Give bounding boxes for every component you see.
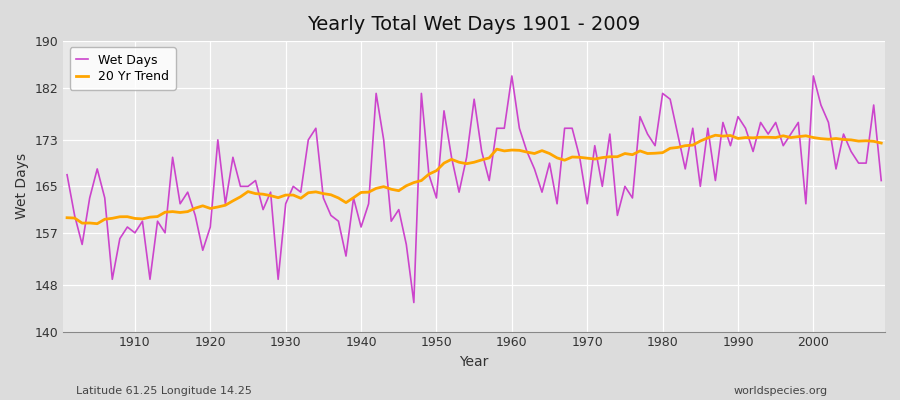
X-axis label: Year: Year [460,355,489,369]
Text: Latitude 61.25 Longitude 14.25: Latitude 61.25 Longitude 14.25 [76,386,252,396]
20 Yr Trend [605,154,616,159]
20 Yr Trend [62,215,73,220]
Wet Days [62,172,73,177]
Line: Wet Days: Wet Days [68,76,881,302]
20 Yr Trend [92,221,103,226]
Legend: Wet Days, 20 Yr Trend: Wet Days, 20 Yr Trend [69,47,176,90]
Wet Days [409,300,419,305]
Wet Days [521,149,532,154]
20 Yr Trend [130,216,140,221]
Wet Days [876,178,886,183]
Wet Days [288,184,299,189]
20 Yr Trend [295,196,306,201]
20 Yr Trend [507,148,517,152]
Y-axis label: Wet Days: Wet Days [15,153,29,220]
Title: Yearly Total Wet Days 1901 - 2009: Yearly Total Wet Days 1901 - 2009 [308,15,641,34]
Wet Days [612,213,623,218]
20 Yr Trend [514,148,525,153]
20 Yr Trend [710,133,721,138]
Wet Days [122,225,133,230]
20 Yr Trend [340,200,351,205]
Wet Days [507,74,517,78]
Text: worldspecies.org: worldspecies.org [734,386,828,396]
Wet Days [333,219,344,224]
20 Yr Trend [876,141,886,146]
Wet Days [514,126,525,131]
Line: 20 Yr Trend: 20 Yr Trend [68,135,881,224]
